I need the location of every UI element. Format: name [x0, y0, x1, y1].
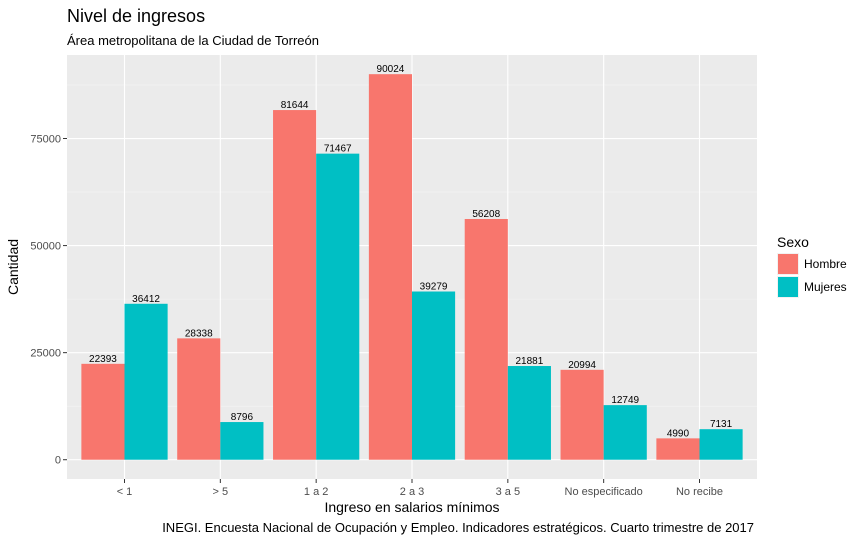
chart-title: Nivel de ingresos: [67, 6, 205, 26]
bar-value-label: 90024: [377, 64, 405, 75]
legend: Sexo Hombre Mujeres: [777, 234, 847, 298]
bar-value-label: 12749: [611, 395, 639, 406]
bar-value-label: 56208: [472, 209, 500, 220]
bar: [220, 422, 264, 460]
chart-caption: INEGI. Encuesta Nacional de Ocupación y …: [162, 520, 754, 535]
bar: [603, 405, 647, 460]
bar: [656, 438, 700, 460]
x-tick-label: 2 a 3: [400, 486, 424, 498]
bar: [507, 366, 551, 460]
bar-value-label: 20994: [568, 360, 596, 371]
bar: [464, 218, 508, 460]
legend-swatch-hombre: [778, 254, 798, 274]
bar: [368, 74, 412, 460]
bar: [560, 369, 604, 460]
bar-value-label: 21881: [515, 356, 543, 367]
x-axis-title: Ingreso en salarios mínimos: [324, 499, 499, 515]
x-tick-label: < 1: [117, 486, 133, 498]
y-axis-title: Cantidad: [5, 239, 21, 295]
y-tick-label: 0: [55, 455, 61, 467]
bar-value-label: 4990: [667, 428, 690, 439]
y-tick-label: 75000: [30, 134, 61, 146]
x-tick-label: > 5: [213, 486, 229, 498]
x-tick-label: No especificado: [565, 486, 643, 498]
legend-title: Sexo: [777, 234, 809, 250]
chart-subtitle: Área metropolitana de la Ciudad de Torre…: [67, 33, 319, 48]
bar: [316, 153, 360, 460]
bar-value-label: 81644: [281, 100, 309, 111]
bars: 22393 36412 28338 8796 81644 71467 90024 39279 5…: [81, 64, 743, 460]
y-tick-label: 50000: [30, 241, 61, 253]
legend-swatch-mujeres: [778, 277, 798, 297]
bar: [273, 110, 317, 460]
x-tick-label: 1 a 2: [304, 486, 328, 498]
bar-value-label: 71467: [324, 144, 352, 155]
bar-value-label: 28338: [185, 328, 213, 339]
bar-value-label: 22393: [89, 354, 117, 365]
bar: [81, 363, 125, 460]
y-tick-label: 25000: [30, 348, 61, 360]
bar: [177, 338, 221, 460]
bar: [699, 429, 743, 460]
bar-value-label: 8796: [231, 412, 254, 423]
legend-label: Hombre: [804, 257, 847, 271]
bar-value-label: 39279: [420, 282, 448, 293]
bar-value-label: 7131: [710, 419, 733, 430]
bar-value-label: 36412: [132, 294, 160, 305]
y-axis: 0 25000 50000 75000: [30, 134, 67, 467]
legend-label: Mujeres: [804, 280, 847, 294]
bar: [412, 291, 456, 460]
bar: [124, 303, 168, 460]
x-tick-label: 3 a 5: [496, 486, 520, 498]
x-axis: < 1 > 5 1 a 2 2 a 3 3 a 5 No especificado No r…: [117, 479, 723, 498]
x-tick-label: No recibe: [676, 486, 723, 498]
